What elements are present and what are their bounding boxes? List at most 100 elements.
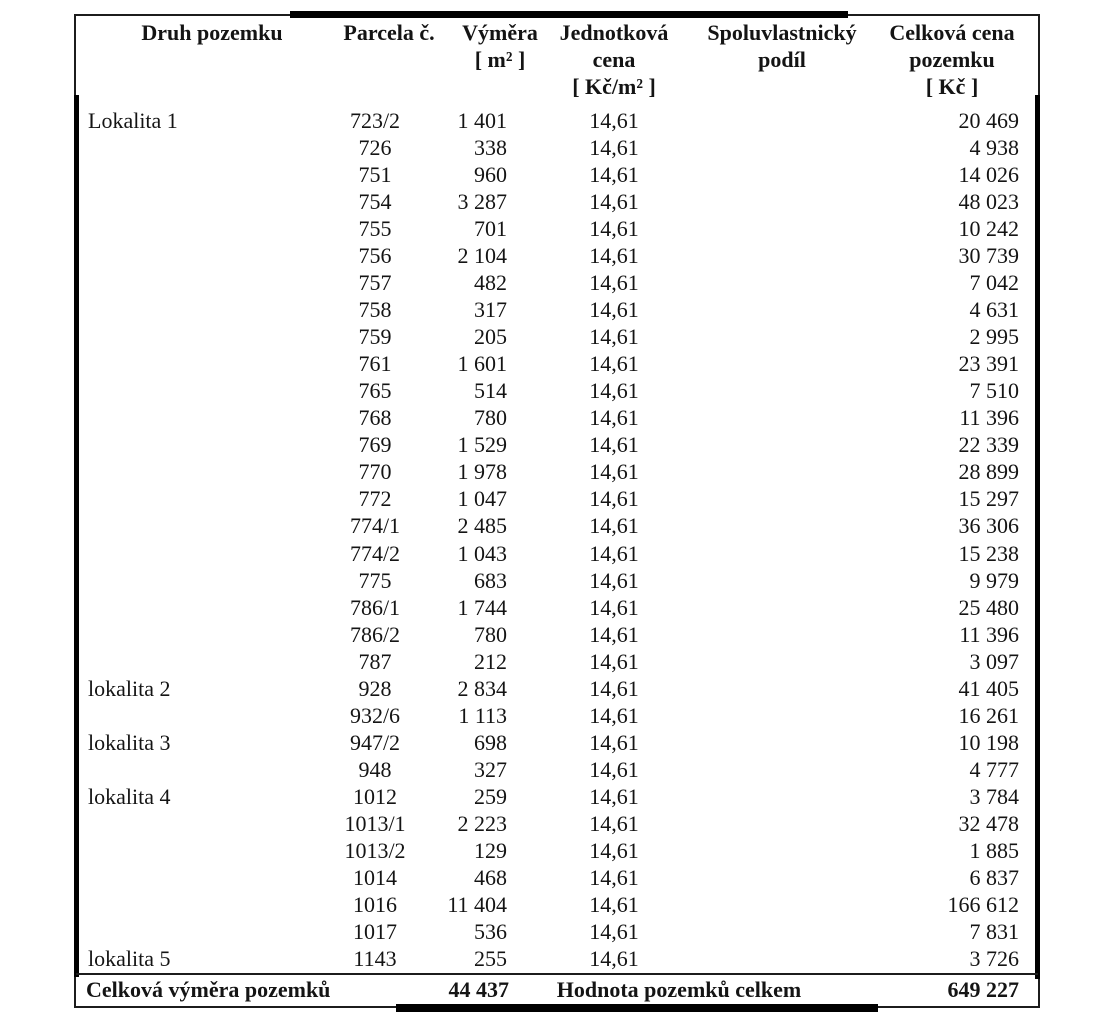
table-body: Lokalita 1 723/2 1 401 14,61 20 469 726 … [76,107,1038,973]
cell-celkova-cena: 4 631 [969,296,1020,322]
header-label: Výměra [462,20,538,45]
cell-jednotkova-cena: 14,61 [589,269,639,295]
cell-spoluvlastnicky-podil [696,513,876,540]
cell-parcela-cislo: 723/2 [349,107,401,133]
table-row: 772 1 047 14,61 15 297 [76,486,1038,513]
table-row: 786/2 780 14,61 11 396 [76,621,1038,648]
header-parcela-c: Parcela č. [329,19,449,46]
table-row: 754 3 287 14,61 48 023 [76,188,1038,215]
table-row: 761 1 601 14,61 23 391 [76,351,1038,378]
cell-vymera: 1 113 [458,702,507,728]
cell-druh-pozemku [88,757,303,784]
cell-druh-pozemku [88,513,303,540]
cell-parcela-cislo: 774/1 [349,513,401,539]
cell-vymera: 701 [474,215,507,241]
cell-druh-pozemku [88,215,303,242]
cell-druh-pozemku: lokalita 4 [88,784,171,810]
table-row: 775 683 14,61 9 979 [76,567,1038,594]
cell-celkova-cena: 11 396 [959,621,1019,647]
cell-celkova-cena: 10 242 [958,215,1020,241]
cell-celkova-cena: 1 885 [969,838,1020,864]
table-row: 774/1 2 485 14,61 36 306 [76,513,1038,540]
table-row: 932/6 1 113 14,61 16 261 [76,702,1038,729]
cell-vymera: 468 [474,865,507,891]
table-row: 1016 11 404 14,61 166 612 [76,892,1038,919]
cell-spoluvlastnicky-podil [696,486,876,513]
cell-druh-pozemku: lokalita 2 [88,675,171,701]
cell-druh-pozemku: lokalita 5 [88,946,171,972]
table-row: 765 514 14,61 7 510 [76,378,1038,405]
footer-total-value: 649 227 [947,976,1020,1002]
header-label: cena [592,47,636,72]
table-row: 755 701 14,61 10 242 [76,215,1038,242]
cell-jednotkova-cena: 14,61 [589,107,639,133]
cell-spoluvlastnicky-podil [696,432,876,459]
cell-jednotkova-cena: 14,61 [589,919,639,945]
cell-spoluvlastnicky-podil [696,946,876,973]
cell-celkova-cena: 15 297 [958,486,1020,512]
table-row: lokalita 4 1012 259 14,61 3 784 [76,784,1038,811]
table-row: 787 212 14,61 3 097 [76,648,1038,675]
cell-druh-pozemku [88,567,303,594]
table-row: lokalita 3 947/2 698 14,61 10 198 [76,729,1038,756]
cell-celkova-cena: 3 726 [969,946,1020,972]
cell-vymera: 1 043 [457,540,508,566]
cell-spoluvlastnicky-podil [696,296,876,323]
cell-parcela-cislo: 786/1 [349,594,401,620]
cell-celkova-cena: 22 339 [958,432,1020,458]
header-vymera: Výměra [ m² ] [440,19,560,73]
cell-parcela-cislo: 761 [358,351,392,377]
cell-vymera: 338 [474,134,507,160]
cell-jednotkova-cena: 14,61 [589,540,639,566]
cell-celkova-cena: 7 042 [969,269,1020,295]
table-row: lokalita 2 928 2 834 14,61 41 405 [76,675,1038,702]
cell-vymera: 1 047 [457,486,508,512]
cell-druh-pozemku [88,351,303,378]
cell-jednotkova-cena: 14,61 [589,675,639,701]
cell-spoluvlastnicky-podil [696,107,876,134]
footer-total-area-value: 44 437 [448,976,510,1002]
cell-celkova-cena: 20 469 [958,107,1020,133]
header-unit: [ m² ] [474,47,526,72]
cell-spoluvlastnicky-podil [696,134,876,161]
footer-total-value-label: Hodnota pozemků celkem [556,976,802,1002]
table-footer-row: Celková výměra pozemků 44 437 Hodnota po… [76,973,1038,1006]
cell-druh-pozemku [88,594,303,621]
cell-jednotkova-cena: 14,61 [589,838,639,864]
cell-parcela-cislo: 947/2 [349,729,401,755]
cell-celkova-cena: 6 837 [969,865,1020,891]
cell-parcela-cislo: 932/6 [349,702,401,728]
cell-jednotkova-cena: 14,61 [589,296,639,322]
cell-spoluvlastnicky-podil [696,540,876,567]
cell-parcela-cislo: 1014 [353,865,397,891]
cell-jednotkova-cena: 14,61 [589,621,639,647]
cell-parcela-cislo: 759 [358,324,392,350]
cell-spoluvlastnicky-podil [696,757,876,784]
cell-parcela-cislo: 774/2 [349,540,401,566]
cell-spoluvlastnicky-podil [696,865,876,892]
cell-druh-pozemku [88,919,303,946]
cell-druh-pozemku [88,892,303,919]
cell-parcela-cislo: 755 [358,215,392,241]
cell-jednotkova-cena: 14,61 [589,946,639,972]
cell-parcela-cislo: 756 [358,242,392,268]
cell-parcela-cislo: 786/2 [349,621,401,647]
cell-celkova-cena: 4 777 [969,757,1020,783]
cell-jednotkova-cena: 14,61 [589,161,639,187]
header-druh-pozemku: Druh pozemku [76,19,348,46]
cell-parcela-cislo: 1143 [353,946,397,972]
cell-druh-pozemku [88,459,303,486]
cell-vymera: 514 [474,378,507,404]
cell-druh-pozemku [88,486,303,513]
table-header-row: Druh pozemku Parcela č. Výměra [ m² ] Je… [76,16,1038,107]
cell-jednotkova-cena: 14,61 [589,648,639,674]
cell-spoluvlastnicky-podil [696,675,876,702]
cell-spoluvlastnicky-podil [696,811,876,838]
table-row: 1014 468 14,61 6 837 [76,865,1038,892]
cell-celkova-cena: 4 938 [969,134,1020,160]
table-row: Lokalita 1 723/2 1 401 14,61 20 469 [76,107,1038,134]
table-row: 1017 536 14,61 7 831 [76,919,1038,946]
cell-druh-pozemku [88,648,303,675]
cell-celkova-cena: 48 023 [958,188,1020,214]
cell-parcela-cislo: 754 [358,188,392,214]
